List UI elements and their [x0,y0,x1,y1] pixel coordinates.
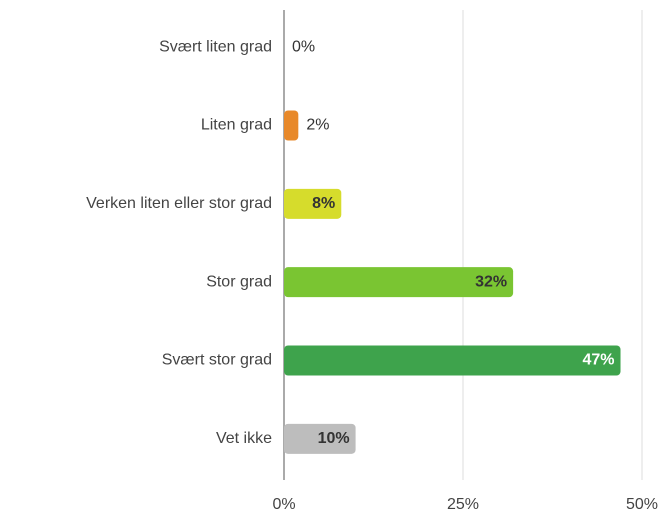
x-tick-label: 50% [626,496,658,513]
bar [284,423,356,454]
value-label: 0% [292,38,315,55]
bar [284,345,621,376]
value-label: 47% [582,352,614,369]
value-label: 32% [475,273,507,290]
category-label: Liten grad [201,117,272,134]
bar [284,267,514,298]
value-label: 8% [312,195,335,212]
category-label: Svært liten grad [159,38,272,55]
category-label: Vet ikke [216,430,272,447]
value-label: 10% [318,430,350,447]
bar [284,110,299,141]
x-tick-label: 25% [447,496,479,513]
category-label: Svært stor grad [162,352,272,369]
category-label: Verken liten eller stor grad [86,195,272,212]
bar [284,188,342,219]
value-label: 2% [306,117,329,134]
x-tick-label: 0% [272,496,295,513]
category-label: Stor grad [206,273,272,290]
